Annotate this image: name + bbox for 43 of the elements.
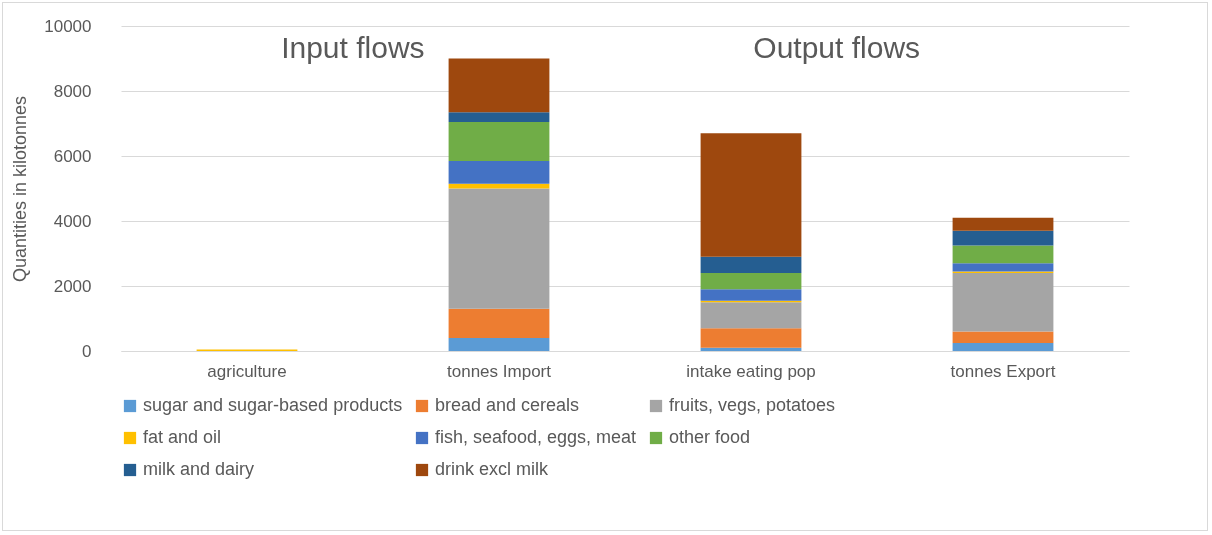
bar (448, 160, 550, 184)
x-tick-label: tonnes Export (950, 361, 1056, 381)
annotation: Output flows (753, 30, 921, 64)
bar (952, 331, 1054, 343)
bar (448, 188, 550, 309)
bar (952, 217, 1054, 231)
bar (448, 308, 550, 338)
bar (448, 121, 550, 161)
bar (448, 112, 550, 122)
legend-label: fish, seafood, eggs, meat (435, 427, 637, 447)
legend-label: fat and oil (143, 427, 222, 447)
legend-label: milk and dairy (143, 459, 255, 479)
x-tick-label: intake eating pop (686, 361, 816, 381)
legend-label: sugar and sugar-based products (143, 395, 403, 415)
bar (952, 230, 1054, 246)
bar (448, 338, 550, 351)
bar (448, 58, 550, 113)
bar (952, 342, 1054, 351)
bar (700, 256, 802, 273)
bar (700, 273, 802, 290)
y-tick-label: 0 (82, 341, 92, 361)
bar (952, 273, 1054, 332)
bar (952, 263, 1054, 272)
y-tick-label: 10000 (44, 16, 92, 36)
bar (952, 245, 1054, 264)
annotation: Input flows (281, 30, 425, 64)
bar (700, 347, 802, 351)
y-axis-title: Quantities in kilotonnes (10, 95, 31, 283)
y-tick-label: 6000 (53, 146, 92, 166)
bar (700, 289, 802, 301)
x-tick-label: tonnes Import (447, 361, 552, 381)
legend-label: fruits, vegs, potatoes (669, 395, 836, 415)
legend-label: other food (669, 427, 751, 447)
bar (700, 133, 802, 257)
legend-label: drink excl milk (435, 459, 550, 479)
x-tick-label: agriculture (207, 361, 287, 381)
bar (448, 183, 550, 189)
y-tick-label: 8000 (53, 81, 92, 101)
legend-label: bread and cereals (435, 395, 580, 415)
bar (700, 328, 802, 348)
y-tick-label: 4000 (53, 211, 92, 231)
y-tick-label: 2000 (53, 276, 92, 296)
bar (700, 302, 802, 329)
